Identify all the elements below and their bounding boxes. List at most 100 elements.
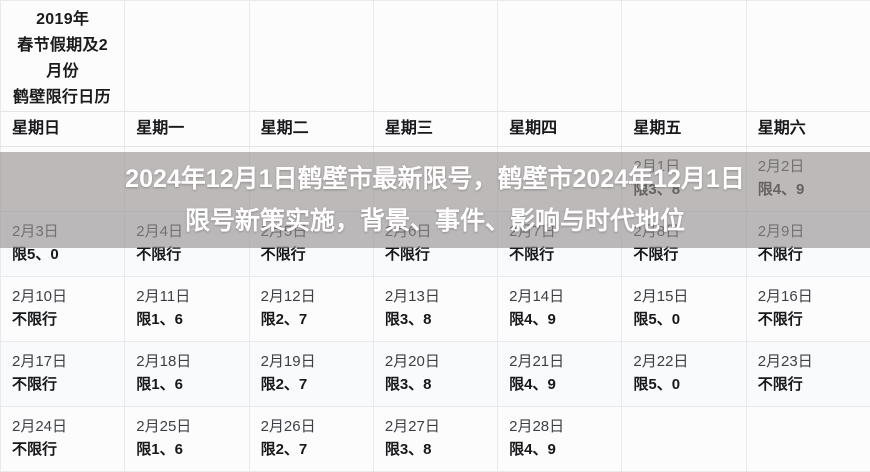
day-date-label: 2月3日 — [12, 221, 124, 243]
calendar-day-cell[interactable]: 2月14日限4、9 — [498, 277, 621, 332]
calendar-day-cell[interactable]: 2月15日限5、0 — [622, 277, 745, 332]
title-row-empty-cell — [498, 1, 622, 112]
day-restriction-label: 不限行 — [12, 308, 124, 332]
day-date-label: 2月14日 — [509, 286, 621, 308]
calendar-day-cell[interactable]: 2月12日限2、7 — [250, 277, 373, 332]
calendar-day-cell[interactable]: 2月17日不限行 — [1, 342, 124, 397]
day-date-label: 2月27日 — [385, 416, 497, 438]
calendar-day-cell[interactable]: 2月16日不限行 — [747, 277, 870, 332]
day-date-label: 2月19日 — [261, 351, 373, 373]
day-date-label: 2月15日 — [633, 286, 745, 308]
calendar-day-cell[interactable]: 2月5日不限行 — [250, 212, 373, 267]
day-restriction-label: 不限行 — [136, 243, 248, 267]
calendar-day-cell[interactable]: 2月25日限1、6 — [125, 407, 248, 462]
day-restriction-label: 限4、9 — [509, 438, 621, 462]
weekday-header-row: 星期日星期一星期二星期三星期四星期五星期六 — [1, 112, 870, 147]
day-date-label: 2月6日 — [385, 221, 497, 243]
calendar-day-cell[interactable] — [747, 407, 870, 416]
day-date-label: 2月4日 — [136, 221, 248, 243]
day-date-label: 2月13日 — [385, 286, 497, 308]
calendar-day-cell[interactable]: 2月11日限1、6 — [125, 277, 248, 332]
weekday-header-5: 星期五 — [622, 112, 745, 146]
calendar-day-cell[interactable]: 2月10日不限行 — [1, 277, 124, 332]
day-date-label: 2月25日 — [136, 416, 248, 438]
day-date-label: 2月16日 — [758, 286, 870, 308]
day-date-label: 2月23日 — [758, 351, 870, 373]
calendar-day-cell[interactable]: 2月19日限2、7 — [250, 342, 373, 397]
day-restriction-label: 限1、6 — [136, 308, 248, 332]
calendar-day-cell[interactable] — [498, 147, 621, 156]
calendar-day-cell[interactable]: 2月6日不限行 — [374, 212, 497, 267]
weekday-header-6: 星期六 — [747, 112, 870, 146]
day-restriction-label: 不限行 — [758, 373, 870, 397]
day-date-label: 2月2日 — [758, 156, 870, 178]
title-row-empty-cell — [373, 1, 497, 112]
calendar-day-cell[interactable] — [125, 147, 248, 156]
day-restriction-label: 限5、0 — [633, 373, 745, 397]
calendar-day-cell[interactable]: 2月22日限5、0 — [622, 342, 745, 397]
day-date-label: 2月8日 — [633, 221, 745, 243]
day-restriction-label: 不限行 — [758, 308, 870, 332]
calendar-day-cell[interactable]: 2月8日不限行 — [622, 212, 745, 267]
weekday-header-0: 星期日 — [1, 112, 124, 146]
weekday-header-2: 星期二 — [250, 112, 373, 146]
calendar-day-cell[interactable]: 2月18日限1、6 — [125, 342, 248, 397]
day-date-label: 2月10日 — [12, 286, 124, 308]
calendar-title-row: 2019年春节假期及2月份鹤壁限行日历 — [1, 1, 870, 112]
day-date-label: 2月22日 — [633, 351, 745, 373]
calendar-day-cell[interactable]: 2月24日不限行 — [1, 407, 124, 462]
day-restriction-label: 限4、9 — [509, 308, 621, 332]
calendar-day-cell[interactable]: 2月20日限3、8 — [374, 342, 497, 397]
title-row-empty-cell — [125, 1, 249, 112]
day-restriction-label: 不限行 — [758, 243, 870, 267]
day-date-label: 2月9日 — [758, 221, 870, 243]
title-row-empty-cell — [746, 1, 870, 112]
day-restriction-label: 限3、8 — [385, 438, 497, 462]
day-restriction-label: 不限行 — [12, 373, 124, 397]
calendar-day-cell[interactable]: 2月9日不限行 — [747, 212, 870, 267]
calendar-day-cell[interactable]: 2月27日限3、8 — [374, 407, 497, 462]
calendar-day-cell[interactable]: 2月2日限4、9 — [747, 147, 870, 202]
calendar-day-cell[interactable]: 2月21日限4、9 — [498, 342, 621, 397]
calendar-day-cell[interactable]: 2月7日不限行 — [498, 212, 621, 267]
calendar-day-cell[interactable]: 2月13日限3、8 — [374, 277, 497, 332]
calendar-day-cell[interactable] — [374, 147, 497, 156]
day-restriction-label: 限1、6 — [136, 373, 248, 397]
day-date-label: 2月7日 — [509, 221, 621, 243]
calendar-title-year: 2019年 — [11, 7, 114, 33]
day-date-label: 2月12日 — [261, 286, 373, 308]
day-date-label: 2月11日 — [136, 286, 248, 308]
day-restriction-label: 限1、6 — [136, 438, 248, 462]
day-restriction-label: 限4、9 — [758, 178, 870, 202]
calendar-day-cell[interactable]: 2月3日限5、0 — [1, 212, 124, 267]
day-restriction-label: 限2、7 — [261, 373, 373, 397]
title-row-empty-cell — [249, 1, 373, 112]
calendar-day-cell[interactable]: 2月26日限2、7 — [250, 407, 373, 462]
weekday-header-3: 星期三 — [374, 112, 497, 146]
day-date-label: 2月24日 — [12, 416, 124, 438]
calendar-day-cell[interactable] — [250, 147, 373, 156]
calendar-day-cell[interactable]: 2月1日限3、8 — [622, 147, 745, 202]
calendar-day-cell[interactable]: 2月28日限4、9 — [498, 407, 621, 462]
calendar-title: 2019年春节假期及2月份鹤壁限行日历 — [1, 1, 124, 111]
day-date-label: 2月1日 — [633, 156, 745, 178]
day-restriction-label: 限5、0 — [633, 308, 745, 332]
calendar-day-cell[interactable] — [622, 407, 745, 416]
day-restriction-label: 限4、9 — [509, 373, 621, 397]
day-restriction-label: 限5、0 — [12, 243, 124, 267]
day-restriction-label: 不限行 — [12, 438, 124, 462]
day-date-label: 2月26日 — [261, 416, 373, 438]
calendar-title-city: 鹤壁限行日历 — [11, 85, 114, 111]
calendar-day-cell[interactable]: 2月4日不限行 — [125, 212, 248, 267]
calendar-day-cell[interactable] — [1, 147, 124, 156]
day-date-label: 2月28日 — [509, 416, 621, 438]
day-restriction-label: 不限行 — [385, 243, 497, 267]
calendar-title-subject: 春节假期及2月份 — [11, 33, 114, 85]
calendar-day-cell[interactable]: 2月23日不限行 — [747, 342, 870, 397]
